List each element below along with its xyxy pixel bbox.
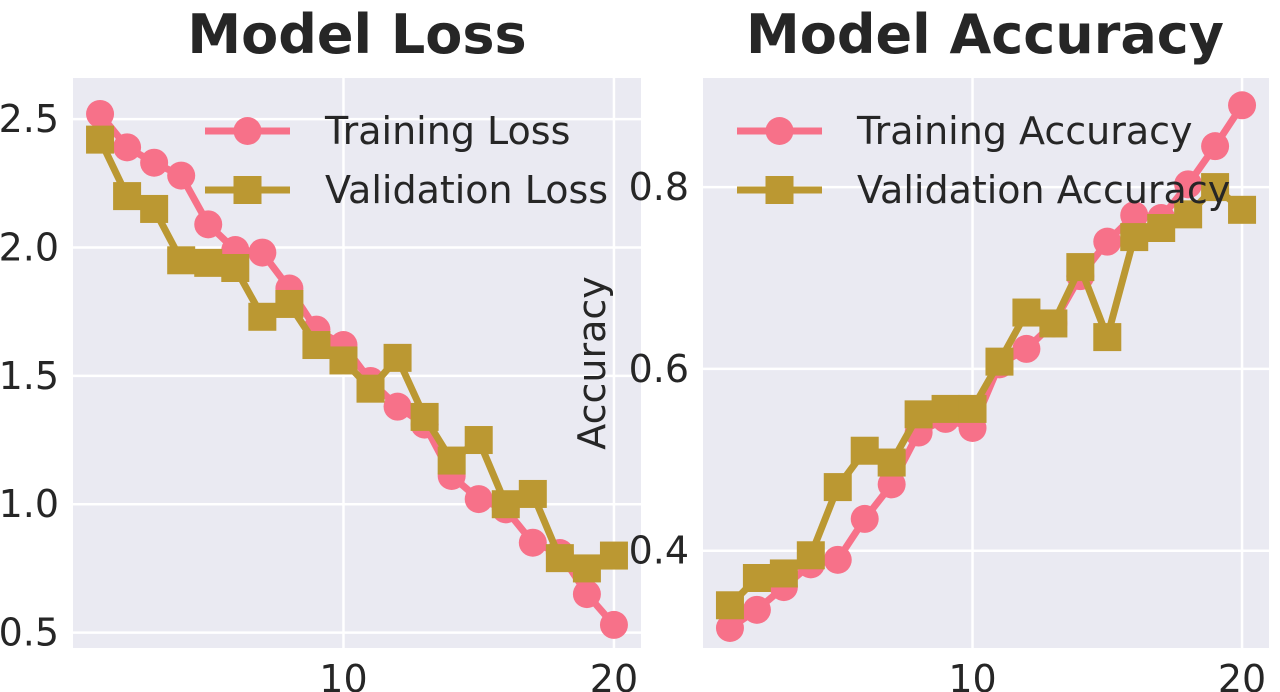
- data-point: [518, 528, 547, 557]
- data-point: [1120, 201, 1149, 230]
- data-point: [356, 374, 385, 403]
- data-point: [850, 504, 879, 533]
- data-point: [1093, 323, 1122, 352]
- y-tick-label: 1.0: [0, 482, 59, 526]
- legend: Training Loss Validation Loss: [205, 109, 608, 212]
- data-point: [572, 580, 601, 609]
- data-point: [796, 541, 825, 570]
- data-point: [113, 182, 142, 211]
- data-point: [1228, 195, 1257, 224]
- data-point: [194, 210, 223, 239]
- legend: Training Accuracy Validation Accuracy: [737, 109, 1230, 212]
- data-point: [1174, 170, 1203, 199]
- legend-marker: [233, 117, 262, 145]
- data-point: [742, 595, 771, 624]
- x-tick-label: 10: [948, 657, 996, 692]
- data-point: [1120, 223, 1149, 252]
- data-point: [194, 248, 223, 277]
- data-point: [1147, 214, 1176, 242]
- data-point: [167, 161, 196, 190]
- data-point: [769, 559, 798, 588]
- data-point: [248, 238, 277, 267]
- data-point: [221, 254, 250, 282]
- data-point: [410, 402, 439, 431]
- y-tick-label: 0.4: [629, 529, 689, 573]
- accuracy-chart: Model Accuracy 0.4 0.6 0.8 10 20 Accuracy Train…: [570, 3, 1269, 692]
- legend-marker: [765, 117, 794, 145]
- data-point: [1174, 200, 1203, 229]
- data-point: [302, 331, 331, 360]
- data-point: [742, 564, 771, 592]
- series-training: [86, 99, 628, 639]
- y-tick-label: 2.0: [0, 225, 59, 269]
- legend-label: Validation Accuracy: [857, 168, 1230, 212]
- x-tick-label: 20: [590, 657, 638, 692]
- data-point: [985, 347, 1014, 376]
- data-point: [491, 490, 520, 519]
- data-point: [715, 591, 744, 620]
- data-point: [904, 400, 933, 429]
- data-point: [1093, 227, 1122, 256]
- y-axis-label: Accuracy: [570, 276, 614, 450]
- legend-marker: [233, 176, 262, 204]
- series-validation: [715, 173, 1257, 620]
- data-point: [823, 473, 852, 502]
- data-point: [599, 541, 628, 570]
- data-point: [545, 544, 574, 573]
- data-point: [464, 485, 493, 514]
- data-point: [599, 610, 628, 639]
- y-tick-label: 0.5: [0, 611, 59, 655]
- data-point: [1012, 334, 1041, 363]
- legend-marker: [765, 176, 794, 204]
- data-point: [383, 343, 412, 372]
- loss-chart: Model Loss 0.5 1.0 1.5 2.0 2.5 10 20 Training Lo…: [0, 3, 641, 692]
- data-point: [877, 448, 906, 477]
- data-point: [1201, 173, 1230, 202]
- data-point: [877, 470, 906, 499]
- data-point: [1201, 132, 1230, 161]
- data-point: [1228, 91, 1257, 120]
- chart-title: Model Loss: [187, 3, 526, 66]
- legend-label: Training Loss: [324, 109, 570, 153]
- y-tick-label: 0.8: [629, 165, 689, 209]
- data-point: [248, 302, 277, 331]
- data-point: [823, 545, 852, 574]
- x-tick-label: 10: [319, 657, 367, 692]
- data-point: [437, 446, 466, 475]
- data-point: [140, 148, 169, 177]
- chart-title: Model Accuracy: [746, 3, 1224, 66]
- y-tick-label: 0.6: [629, 347, 689, 391]
- data-point: [167, 246, 196, 275]
- data-point: [86, 125, 115, 154]
- data-point: [383, 392, 412, 421]
- legend-label: Validation Loss: [325, 168, 608, 212]
- data-point: [958, 394, 987, 423]
- x-tick-label: 20: [1218, 657, 1266, 692]
- data-point: [140, 194, 169, 223]
- data-point: [572, 554, 601, 583]
- data-point: [850, 436, 879, 465]
- data-point: [1066, 253, 1095, 282]
- data-point: [715, 614, 744, 642]
- series-validation: [86, 125, 628, 583]
- y-tick-label: 2.5: [0, 97, 59, 141]
- data-point: [329, 346, 358, 375]
- data-point: [113, 133, 142, 162]
- data-point: [518, 479, 547, 508]
- data-point: [1012, 298, 1041, 327]
- data-point: [86, 99, 115, 128]
- legend-label: Training Accuracy: [856, 109, 1193, 153]
- y-tick-label: 1.5: [0, 354, 59, 398]
- data-point: [275, 289, 304, 318]
- data-point: [931, 394, 960, 423]
- data-point: [1039, 309, 1068, 338]
- data-point: [464, 426, 493, 455]
